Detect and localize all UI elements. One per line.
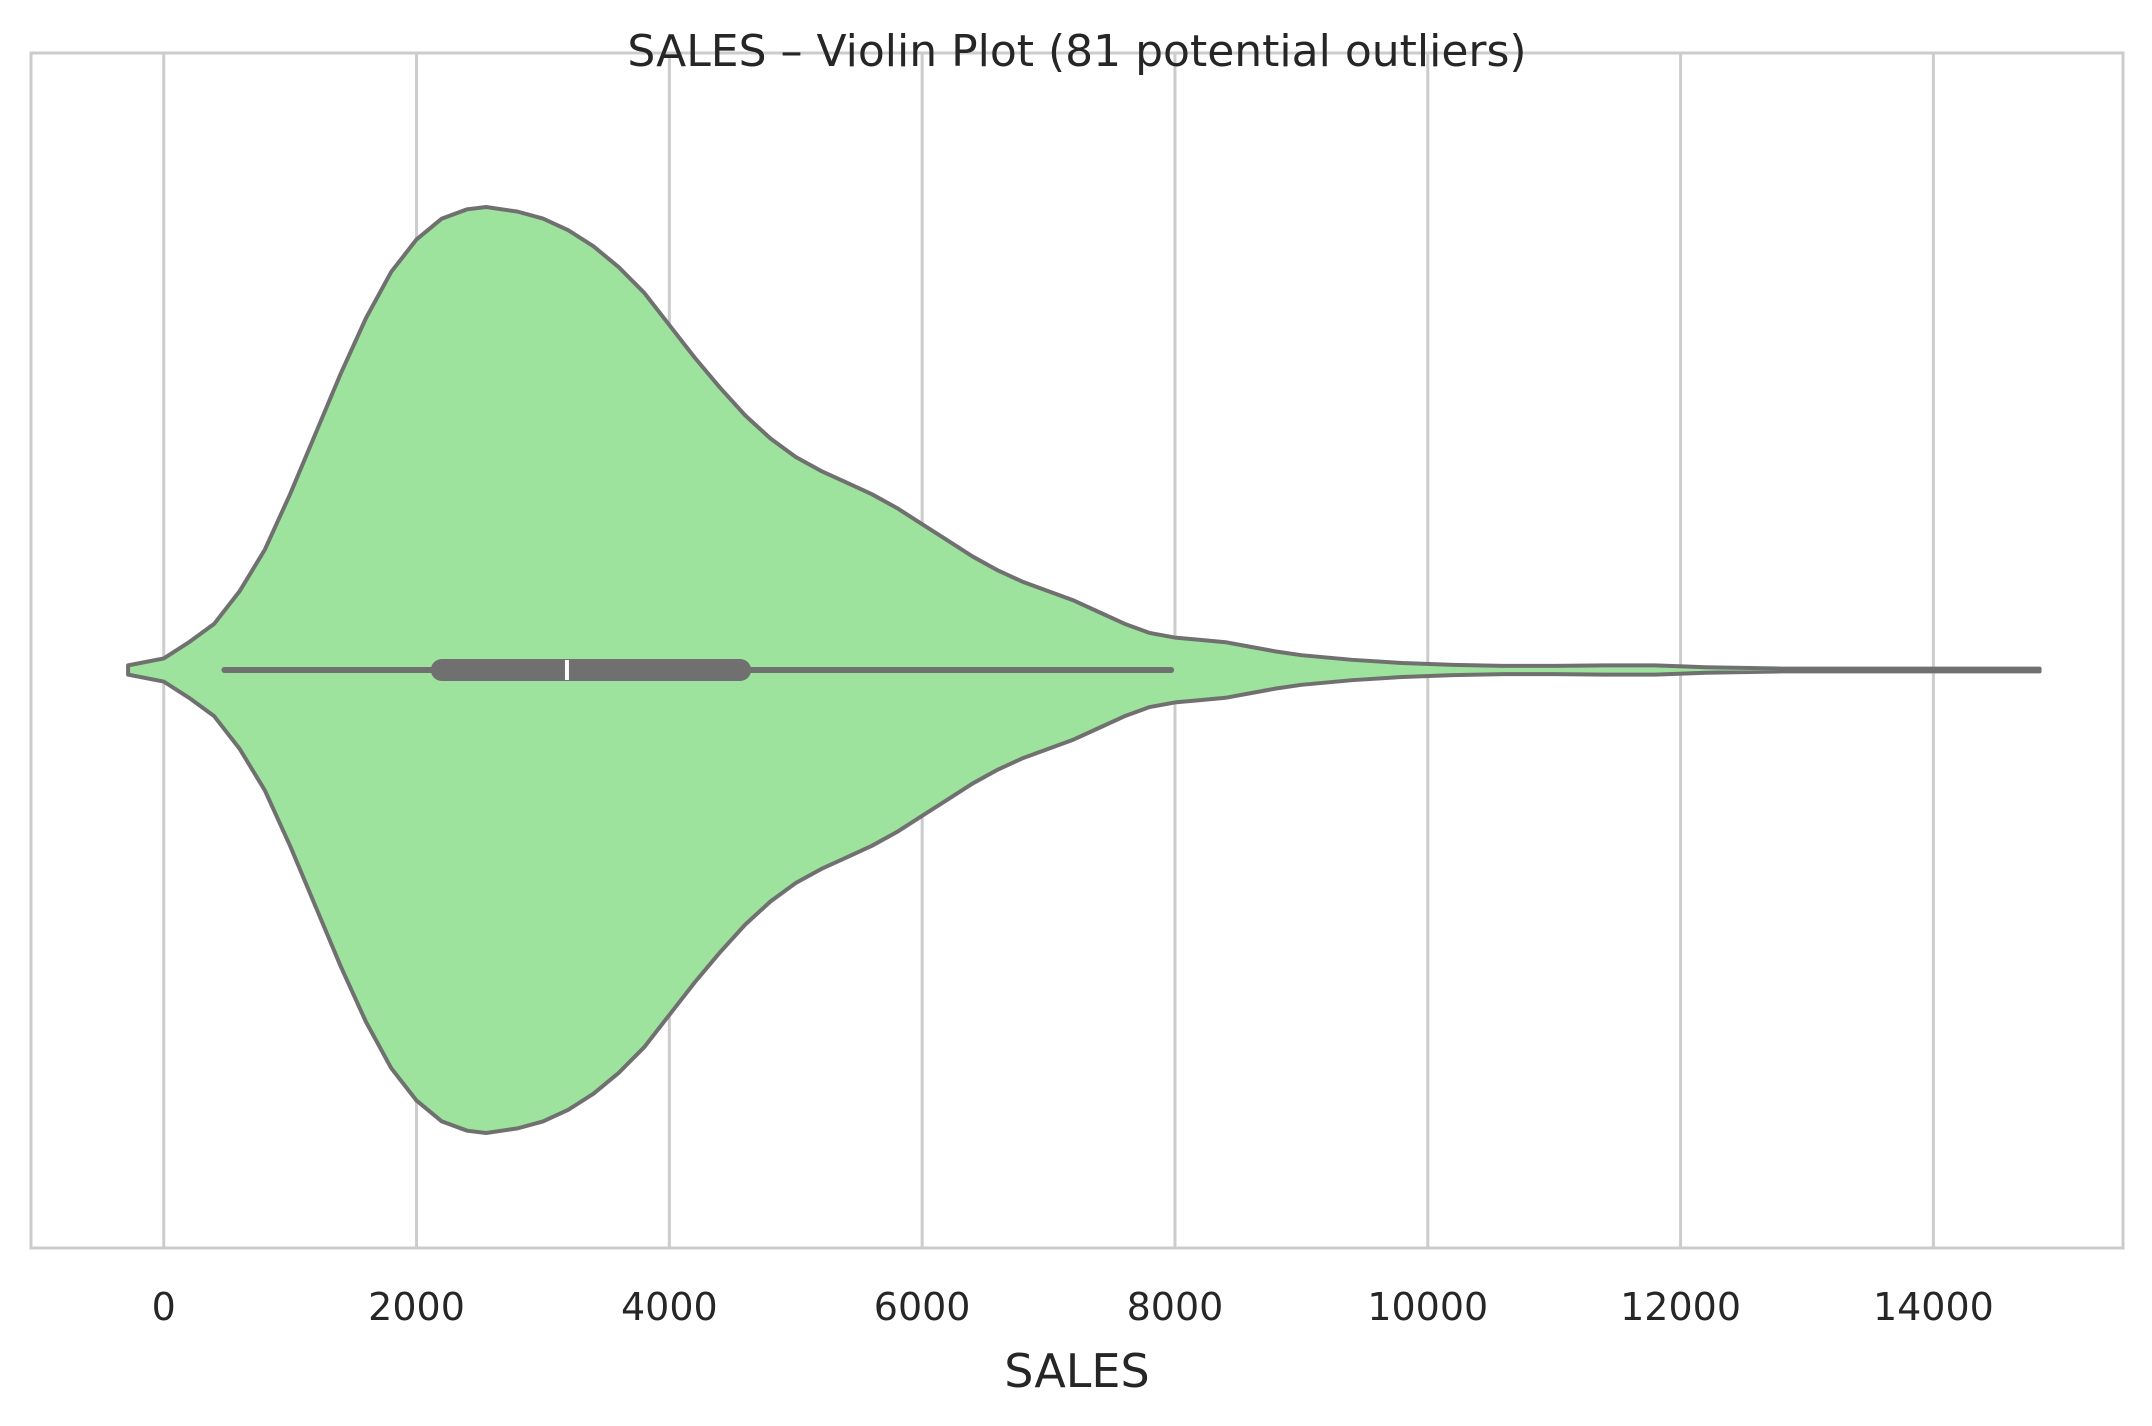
chart-title: SALES – Violin Plot (81 potential outlie… bbox=[627, 26, 1526, 77]
x-axis-label: SALES bbox=[1004, 1344, 1149, 1398]
x-tick-label: 12000 bbox=[1620, 1285, 1741, 1329]
x-tick-label: 4000 bbox=[621, 1285, 718, 1329]
inner-box bbox=[221, 659, 1175, 681]
x-tick-label: 10000 bbox=[1367, 1285, 1488, 1329]
x-tick-labels: 0 2000 4000 6000 8000 10000 12000 14000 bbox=[152, 1285, 1994, 1329]
x-tick-label: 0 bbox=[152, 1285, 176, 1329]
x-tick-label: 2000 bbox=[368, 1285, 465, 1329]
plot-frame bbox=[29, 51, 2125, 1250]
x-tick-label: 14000 bbox=[1873, 1285, 1994, 1329]
x-tick-label: 6000 bbox=[874, 1285, 971, 1329]
x-tick-label: 8000 bbox=[1127, 1285, 1224, 1329]
